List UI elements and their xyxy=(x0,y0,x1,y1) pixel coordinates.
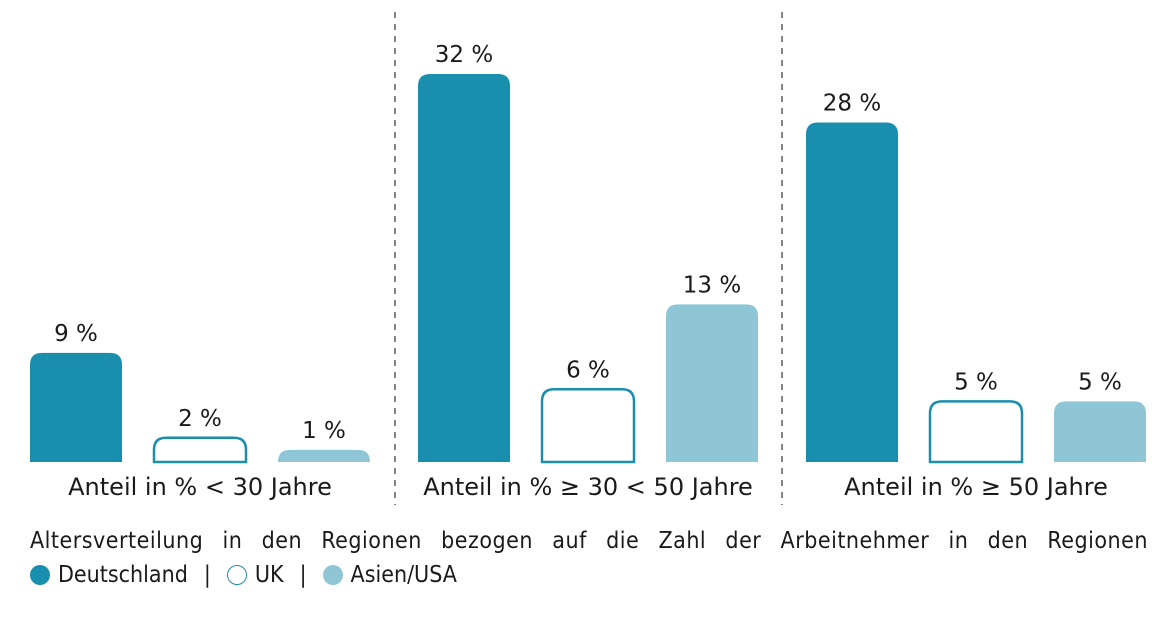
legend-dot-deutschland-icon xyxy=(30,565,50,585)
bar-uk xyxy=(152,436,248,464)
data-label: 28 % xyxy=(823,91,881,117)
data-label: 13 % xyxy=(683,272,741,298)
bar-asienusa xyxy=(1054,401,1146,462)
bar-asienusa xyxy=(666,304,758,462)
data-label: 5 % xyxy=(954,369,998,395)
bar-chart: 9 % 2 % 1 % Anteil in % < 30 Jahre 32 % 6 % 13… xyxy=(30,12,1146,505)
data-label: 5 % xyxy=(1078,369,1122,395)
data-label: 9 % xyxy=(54,321,98,347)
group-label: Anteil in % ≥ 50 Jahre xyxy=(844,473,1108,501)
legend-label-uk: UK xyxy=(254,562,284,588)
bar-deutschland xyxy=(806,122,898,462)
legend-label-asien-usa: Asien/USA xyxy=(350,562,457,588)
legend-separator: | xyxy=(203,562,211,588)
legend-dot-asien-usa-icon xyxy=(322,565,343,585)
group-label: Anteil in % ≥ 30 < 50 Jahre xyxy=(423,473,753,501)
legend-dot-uk-icon xyxy=(226,565,247,585)
legend: Deutschland | UK | Asien/USA xyxy=(30,562,457,588)
chart-caption: Altersverteilung in den Regionen bezogen… xyxy=(30,528,1148,554)
data-label: 32 % xyxy=(435,42,493,68)
group-label: Anteil in % < 30 Jahre xyxy=(68,473,332,501)
data-label: 2 % xyxy=(178,406,222,432)
legend-label-deutschland: Deutschland xyxy=(58,562,188,588)
bar-deutschland xyxy=(418,74,510,462)
bar-uk xyxy=(540,388,636,464)
data-label: 6 % xyxy=(566,357,610,383)
bar-deutschland xyxy=(30,352,122,462)
bar-asienusa xyxy=(278,449,370,462)
data-label: 1 % xyxy=(302,418,346,444)
bar-uk xyxy=(928,400,1024,464)
legend-separator: | xyxy=(299,562,307,588)
